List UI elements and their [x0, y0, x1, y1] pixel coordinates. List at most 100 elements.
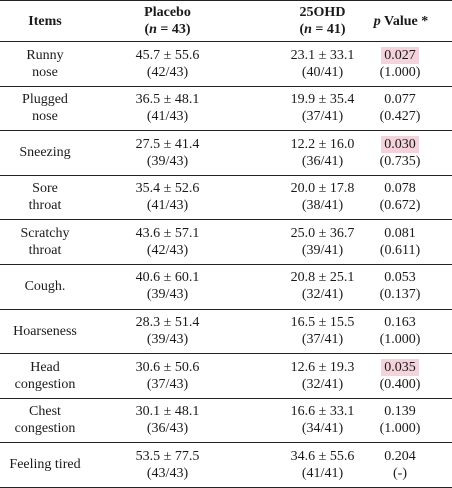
- item-label-line: Plugged: [22, 92, 68, 108]
- table-row: Cough. 40.6 ± 60.1 (39/43) 20.8 ± 25.1 (32/4…: [0, 265, 452, 310]
- p-value-secondary: (1.000): [379, 421, 421, 437]
- p-value-cell: 0.081 (0.611): [360, 220, 440, 263]
- p-value-cell: 0.204 (-): [360, 443, 440, 486]
- header-25ohd-n-rest: = 41): [311, 22, 346, 37]
- p-value-secondary: (1.000): [379, 332, 421, 348]
- placebo-count: (39/43): [146, 153, 189, 169]
- p-value-secondary: (0.400): [379, 376, 421, 392]
- ohd-cell: 16.6 ± 33.1 (34/41): [245, 399, 400, 442]
- item-label-line: Hoarseness: [13, 323, 77, 339]
- header-25ohd: 25OHD (n = 41): [245, 1, 400, 41]
- p-value: 0.078: [384, 181, 416, 197]
- ohd-mean-sd: 20.0 ± 17.8: [290, 181, 355, 197]
- placebo-count: (42/43): [146, 64, 189, 80]
- header-items: Items: [0, 1, 90, 41]
- placebo-count: (41/43): [146, 198, 189, 214]
- item-cell: Head congestion: [0, 354, 90, 397]
- ohd-mean-sd: 16.5 ± 15.5: [290, 315, 355, 331]
- p-value: 0.139: [384, 404, 416, 420]
- placebo-mean-sd: 43.6 ± 57.1: [135, 225, 200, 241]
- placebo-mean-sd: 28.3 ± 51.4: [135, 315, 200, 331]
- item-cell: Chest congestion: [0, 399, 90, 442]
- ohd-cell: 19.9 ± 35.4 (37/41): [245, 87, 400, 130]
- placebo-mean-sd: 53.5 ± 77.5: [135, 448, 200, 464]
- table-row: Runny nose 45.7 ± 55.6 (42/43) 23.1 ± 33.1 (4…: [0, 42, 452, 87]
- placebo-mean-sd: 35.4 ± 52.6: [135, 181, 200, 197]
- table-body: Runny nose 45.7 ± 55.6 (42/43) 23.1 ± 33.1 (4…: [0, 42, 452, 488]
- p-value-highlighted: 0.027: [381, 46, 419, 64]
- ohd-count: (34/41): [301, 421, 344, 437]
- p-value-cell: 0.053 (0.137): [360, 265, 440, 308]
- p-value: 0.163: [384, 315, 416, 331]
- header-placebo-n: (n = 43): [144, 21, 190, 38]
- placebo-mean-sd: 36.5 ± 48.1: [135, 92, 200, 108]
- ohd-count: (37/41): [301, 332, 344, 348]
- p-value-cell: 0.139 (1.000): [360, 399, 440, 442]
- placebo-mean-sd: 30.6 ± 50.6: [135, 359, 200, 375]
- p-value-cell: 0.163 (1.000): [360, 310, 440, 353]
- item-label-line: congestion: [14, 421, 76, 437]
- placebo-cell: 53.5 ± 77.5 (43/43): [90, 443, 245, 486]
- table-row: Chest congestion 30.1 ± 48.1 (36/43) 16.6 ± …: [0, 399, 452, 444]
- item-label-line: Sneezing: [19, 145, 71, 161]
- placebo-count: (43/43): [146, 465, 189, 481]
- header-p-var: p: [373, 13, 381, 29]
- item-label-line: throat: [28, 198, 62, 214]
- placebo-count: (42/43): [146, 242, 189, 258]
- header-items-label: Items: [28, 13, 62, 29]
- ohd-cell: 12.6 ± 19.3 (32/41): [245, 354, 400, 397]
- ohd-cell: 34.6 ± 55.6 (41/41): [245, 443, 400, 486]
- placebo-cell: 36.5 ± 48.1 (41/43): [90, 87, 245, 130]
- header-placebo-n-var: n: [149, 22, 157, 37]
- placebo-count: (36/43): [146, 421, 189, 437]
- placebo-mean-sd: 40.6 ± 60.1: [135, 270, 200, 286]
- ohd-cell: 23.1 ± 33.1 (40/41): [245, 42, 400, 85]
- item-cell: Hoarseness: [0, 310, 90, 353]
- item-cell: Feeling tired: [0, 443, 90, 486]
- header-placebo-n-rest: = 43): [156, 22, 191, 37]
- table-header: Items Placebo (n = 43) 25OHD (n = 41) p …: [0, 0, 452, 42]
- ohd-cell: 20.8 ± 25.1 (32/41): [245, 265, 400, 308]
- ohd-mean-sd: 19.9 ± 35.4: [290, 92, 355, 108]
- p-value-secondary: (0.735): [379, 153, 421, 169]
- placebo-cell: 30.6 ± 50.6 (37/43): [90, 354, 245, 397]
- table-row: Sneezing 27.5 ± 41.4 (39/43) 12.2 ± 16.0 (36…: [0, 131, 452, 176]
- placebo-cell: 35.4 ± 52.6 (41/43): [90, 176, 245, 219]
- ohd-count: (37/41): [301, 109, 344, 125]
- header-25ohd-label: 25OHD: [299, 5, 346, 20]
- p-value-secondary: (0.427): [379, 109, 421, 125]
- item-cell: Cough.: [0, 265, 90, 308]
- header-placebo-label: Placebo: [144, 5, 191, 20]
- p-value: 0.204: [384, 448, 416, 464]
- ohd-cell: 20.0 ± 17.8 (38/41): [245, 176, 400, 219]
- p-value-cell: 0.030 (0.735): [360, 131, 440, 174]
- placebo-cell: 28.3 ± 51.4 (39/43): [90, 310, 245, 353]
- ohd-count: (36/41): [301, 153, 344, 169]
- ohd-mean-sd: 12.6 ± 19.3: [290, 359, 355, 375]
- p-value-secondary: (1.000): [379, 64, 421, 80]
- item-label-line: nose: [32, 109, 58, 125]
- p-value-secondary: (-): [393, 465, 407, 481]
- ohd-mean-sd: 25.0 ± 36.7: [290, 225, 355, 241]
- table-row: Hoarseness 28.3 ± 51.4 (39/43) 16.5 ± 15.5(…: [0, 310, 452, 355]
- item-label-line: Chest: [29, 404, 61, 420]
- placebo-mean-sd: 27.5 ± 41.4: [135, 136, 200, 152]
- placebo-mean-sd: 45.7 ± 55.6: [135, 47, 200, 63]
- item-cell: Scratchy throat: [0, 220, 90, 263]
- placebo-count: (37/43): [146, 376, 189, 392]
- p-value-cell: 0.077 (0.427): [360, 87, 440, 130]
- item-label-line: Feeling tired: [9, 457, 81, 473]
- ohd-count: (38/41): [301, 198, 344, 214]
- p-value: 0.081: [384, 225, 416, 241]
- ohd-count: (39/41): [301, 242, 344, 258]
- table-row: Head congestion 30.6 ± 50.6 (37/43) 12.6 ± 1…: [0, 354, 452, 399]
- ohd-cell: 12.2 ± 16.0 (36/41): [245, 131, 400, 174]
- item-label-line: congestion: [14, 376, 76, 392]
- p-value-highlighted: 0.030: [381, 135, 419, 153]
- item-label-line: Cough.: [24, 278, 66, 294]
- header-p-value-label: p Value *: [374, 13, 428, 30]
- item-label-line: Scratchy: [20, 225, 70, 241]
- header-25ohd-n-open: (: [299, 22, 305, 37]
- table-row: Feeling tired 53.5 ± 77.5 (43/43) 34.6 ± 55…: [0, 443, 452, 488]
- item-cell: Sore throat: [0, 176, 90, 219]
